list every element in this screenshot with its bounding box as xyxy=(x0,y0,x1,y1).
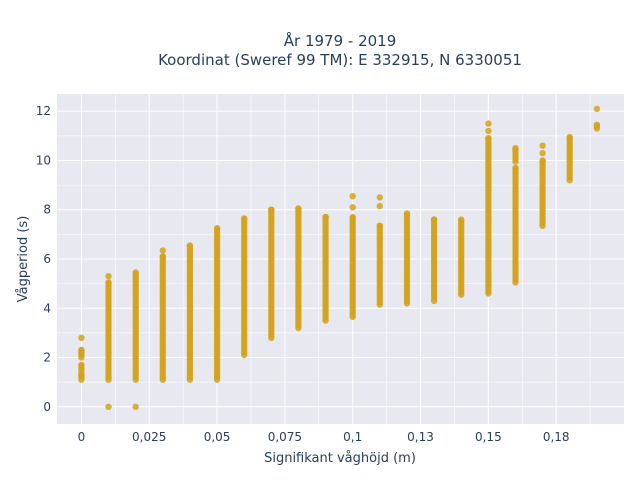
scatter-point xyxy=(349,213,356,221)
scatter-point xyxy=(458,216,465,223)
chart-title-line2: Koordinat (Sweref 99 TM): E 332915, N 63… xyxy=(158,51,522,69)
scatter-point xyxy=(159,253,166,260)
scatter-point xyxy=(78,346,85,354)
scatter-point xyxy=(430,216,438,223)
scatter-point xyxy=(485,127,492,135)
y-tick-label: 8 xyxy=(43,203,51,217)
data-points xyxy=(78,105,601,410)
scatter-point xyxy=(485,135,492,142)
scatter-point xyxy=(539,149,546,157)
x-tick-label: 0,18 xyxy=(543,430,570,444)
y-tick-label: 4 xyxy=(43,301,51,315)
chart-title-line1: År 1979 - 2019 xyxy=(284,31,397,50)
x-tick-label: 0,15 xyxy=(475,430,502,444)
scatter-point xyxy=(295,205,302,212)
y-tick-label: 6 xyxy=(43,252,51,266)
scatter-point xyxy=(512,164,519,172)
x-tick-label: 0,075 xyxy=(268,430,302,444)
x-tick-label: 0,1 xyxy=(343,430,362,444)
scatter-point xyxy=(593,121,601,128)
y-tick-label: 12 xyxy=(36,104,51,118)
scatter-point xyxy=(159,247,166,254)
scatter-point xyxy=(241,215,248,222)
scatter-point xyxy=(566,133,573,141)
scatter-point xyxy=(105,279,112,286)
scatter-point xyxy=(78,361,85,369)
scatter-point xyxy=(105,403,112,410)
tick-labels: 0 2 4 6 8 10 12 0 0,025 0,05 0,075 0,1 0,13 0,15 0,18 xyxy=(36,104,570,444)
x-axis-label: Signifikant våghöjd (m) xyxy=(264,451,416,466)
scatter-point xyxy=(349,193,356,200)
y-tick-label: 10 xyxy=(36,153,51,167)
scatter-point xyxy=(322,213,329,221)
y-tick-label: 0 xyxy=(43,400,51,414)
x-tick-label: 0,13 xyxy=(407,430,434,444)
scatter-point xyxy=(186,242,194,249)
scatter-point xyxy=(132,403,139,410)
scatter-point xyxy=(376,222,383,229)
x-tick-label: 0,05 xyxy=(204,430,231,444)
x-tick-label: 0 xyxy=(78,430,86,444)
scatter-point xyxy=(349,204,356,211)
scatter-point xyxy=(485,120,492,127)
scatter-point xyxy=(78,334,85,341)
scatter-point xyxy=(403,210,411,217)
grid-lines xyxy=(57,94,624,424)
scatter-point xyxy=(268,206,275,213)
scatter-point xyxy=(539,142,546,149)
scatter-point xyxy=(376,202,383,210)
y-axis-label: Vågperiod (s) xyxy=(16,216,31,303)
y-tick-label: 2 xyxy=(43,351,51,365)
scatter-point xyxy=(593,105,601,113)
scatter-point xyxy=(105,273,112,280)
scatter-point xyxy=(512,145,519,152)
x-tick-label: 0,025 xyxy=(132,430,166,444)
scatter-point xyxy=(132,269,139,276)
scatter-point xyxy=(213,225,221,232)
scatter-point xyxy=(376,194,383,201)
scatter-point xyxy=(539,157,546,164)
